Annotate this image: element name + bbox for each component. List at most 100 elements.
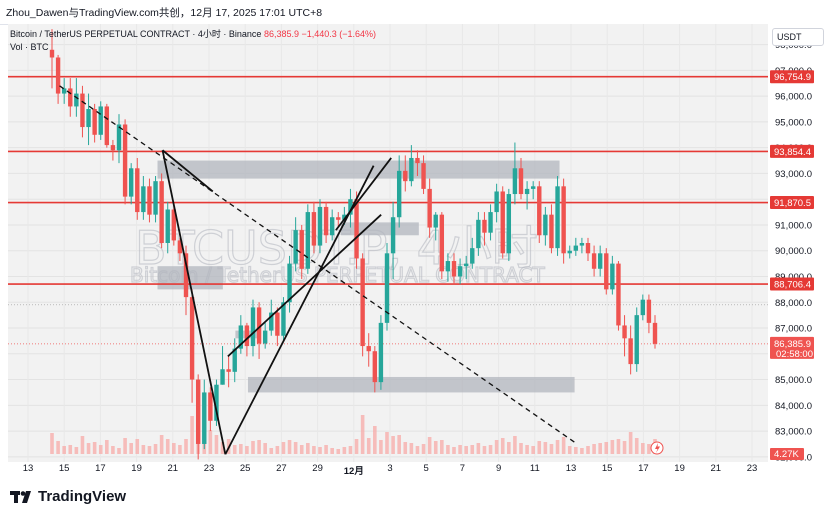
volume-bar [318,447,322,454]
candle-body [177,240,183,254]
lightning-icon-glyph [655,443,660,453]
time-tick-label: 17 [638,463,649,474]
candle-body [147,186,152,215]
time-tick-label: 21 [710,463,722,474]
volume-bar [50,433,54,454]
candle-body [561,186,566,254]
time-tick-label: 21 [167,463,179,474]
volume-bar [220,442,225,454]
trendline-solid [161,150,227,455]
candle-body [622,325,627,339]
volume-bar [105,440,109,454]
candle-body [543,214,548,236]
candle-body [80,93,85,128]
chart-legend: Bitcoin / TetherUS PERPETUAL CONTRACT · … [10,28,376,54]
time-axis[interactable]: 13 15 17 19 21 23 25 27 29 12月 3 5 7 9 11 13 15 17 19 21 23 [0,462,830,478]
level-price-badge [770,144,814,158]
candle-body [610,263,615,290]
volume-bar [567,446,572,454]
last-price-value: 86,385.9 [263,29,299,39]
volume-bar [513,436,517,454]
volume-bar [574,447,578,454]
volume-bar [123,438,127,454]
volume-bar [324,445,328,454]
volume-bar [312,446,316,454]
zone-box [157,160,560,179]
volume-bar [470,445,475,454]
brand-name: TradingView [38,488,127,505]
time-tick-label: 15 [58,463,70,474]
volume-bar [403,442,408,454]
footer: TradingView [0,480,830,518]
candle-body [640,299,646,316]
volume-bar [348,446,353,454]
volume-bar [159,435,164,454]
candle-body [384,253,390,323]
candle-body [336,217,341,220]
candle-body [372,351,378,383]
candle-body [68,88,73,107]
volume-bar [446,445,450,454]
volume-bar [482,446,487,454]
price-tick-label: 95,000.0 [775,117,812,128]
candle-body [232,348,237,372]
author-credit: Zhou_Dawen与TradingView.com共创，12月 17, 202… [6,7,323,19]
candle-body [390,217,396,254]
volume-bar [549,444,554,454]
candle-body [403,170,408,182]
trendline-solid [161,149,214,193]
candle-body [482,219,487,233]
volume-bar [494,440,499,454]
candle-body [494,191,499,213]
price-axis [768,24,830,464]
volume-legend[interactable]: Vol · BTC [10,42,49,52]
time-tick-label: 27 [276,463,287,474]
candle-body [55,57,61,94]
level-price-badge-text: 91,870.5 [774,198,811,209]
candle-body [317,206,323,246]
volume-bar [86,443,91,454]
candle-body [135,168,140,213]
candle-body [549,214,554,249]
candle-body [427,188,432,228]
time-tick-label: 19 [674,463,685,474]
volume-bar [464,446,468,454]
level-price-badge [770,196,814,210]
candle-body [256,307,262,344]
last-price-badge-text: 86,385.9 [774,339,811,350]
candle-body [250,307,256,347]
volume-bar [379,440,383,454]
candle-body [92,109,97,135]
candle-body [275,312,280,336]
candle-body [110,145,116,151]
price-tick-label: 88,000.0 [775,298,812,309]
price-tick-label: 87,000.0 [775,324,812,335]
volume-bar [178,445,182,454]
currency-selector[interactable]: USDT [772,28,824,46]
volume-bar [592,444,596,454]
chart-area[interactable]: BTCUSDT.P, 4小时 Bitcoin / TetherUS PERPETU… [0,24,830,464]
candle-body [524,188,530,195]
price-tick-label: 96,000.0 [775,92,812,103]
time-tick-label: 13 [565,463,577,474]
volume-bar [68,445,73,454]
candle-body [573,245,579,251]
candle-body [628,338,633,365]
price-change: −1,440.3 (−1.64%) [301,29,377,39]
price-tick-label: 91,000.0 [775,220,812,231]
volume-bar [98,445,103,454]
price-tick-label: 83,000.0 [775,427,812,438]
candle-body [122,124,128,197]
volume-badge-text: 4.27K [774,449,799,460]
volume-bar [354,439,359,454]
volume-bar [580,448,584,454]
candle-body [579,243,585,246]
volume-bar [360,415,365,454]
candle-body [604,253,609,290]
symbol-title[interactable]: Bitcoin / TetherUS PERPETUAL CONTRACT · … [10,29,262,39]
tradingview-logo[interactable]: TradingView [10,488,126,505]
candle-body [116,124,122,151]
volume-bar [415,446,420,454]
candle-body [226,369,231,372]
